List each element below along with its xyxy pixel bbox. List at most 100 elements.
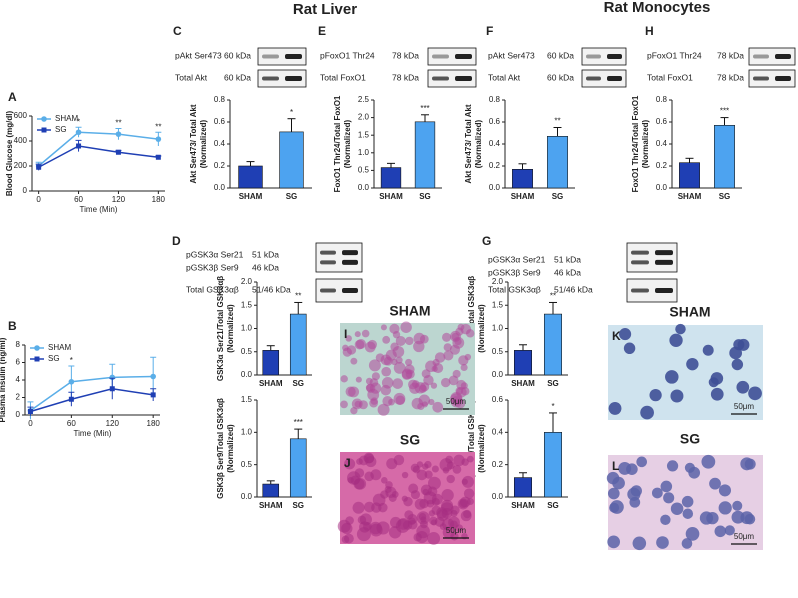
- y-tick-label: 0.0: [489, 183, 501, 192]
- significance: *: [70, 356, 73, 365]
- micrograph-letter: L: [612, 459, 619, 473]
- cell: [681, 538, 693, 549]
- cell: [748, 386, 762, 401]
- cell: [663, 492, 675, 504]
- y-tick-label: 0.0: [241, 370, 253, 379]
- cell: [413, 340, 425, 353]
- cell: [426, 499, 435, 508]
- point: [150, 392, 156, 398]
- blot-band: [775, 76, 791, 81]
- point: [68, 378, 75, 385]
- cell: [381, 366, 392, 377]
- micrograph-letter: J: [344, 456, 351, 470]
- blot-label: pGSK3α Ser21: [488, 254, 546, 264]
- cell: [431, 465, 439, 473]
- scale-label: 50μm: [446, 526, 467, 535]
- cell: [372, 493, 386, 507]
- blot-band: [455, 54, 472, 59]
- cell: [352, 501, 365, 514]
- blot-size: 60 kDa: [224, 50, 251, 60]
- legend-label: SG: [55, 125, 67, 134]
- cell: [381, 477, 388, 484]
- blot-band: [655, 288, 673, 293]
- cell: [684, 462, 695, 473]
- y-axis-label: (Normalized): [226, 304, 235, 353]
- point: [75, 129, 82, 136]
- blot-size: 78 kDa: [392, 72, 419, 82]
- cell: [412, 465, 421, 474]
- significance: **: [115, 119, 121, 128]
- point: [115, 149, 121, 155]
- blot-band: [342, 250, 358, 256]
- cell: [744, 458, 756, 470]
- cell: [675, 323, 686, 335]
- blot-band: [432, 76, 449, 81]
- y-tick-label: 200: [14, 161, 28, 170]
- x-tick-label: SG: [547, 379, 559, 388]
- y-axis-label: Akt Ser473/ Total Akt: [464, 104, 473, 183]
- cell: [450, 510, 458, 517]
- significance: *: [290, 108, 293, 117]
- y-tick-label: 0.2: [489, 161, 501, 170]
- cell: [395, 356, 403, 364]
- cell: [367, 388, 380, 401]
- cell: [383, 356, 393, 366]
- x-axis-label: Time (Min): [80, 205, 118, 214]
- cell: [419, 498, 429, 509]
- cell: [452, 465, 462, 474]
- blot-frame: [257, 47, 307, 66]
- cell: [424, 460, 432, 469]
- point: [155, 136, 162, 142]
- y-tick-label: 0.2: [214, 161, 226, 170]
- significance: **: [295, 292, 301, 301]
- x-tick-label: SG: [719, 192, 731, 201]
- cell: [395, 395, 405, 405]
- bar: [513, 477, 532, 498]
- x-tick-label: 120: [106, 419, 120, 428]
- cell: [434, 352, 446, 363]
- blot-band: [775, 54, 791, 59]
- cell: [416, 524, 430, 539]
- cell: [670, 389, 684, 403]
- legend-marker: [41, 116, 47, 122]
- blot-label: Total Akt: [488, 72, 521, 82]
- cell: [436, 507, 448, 519]
- y-tick-label: 0.0: [358, 183, 370, 192]
- cell: [442, 526, 455, 539]
- cell: [430, 382, 438, 389]
- point: [109, 386, 115, 392]
- bar: [262, 483, 280, 498]
- cell: [427, 532, 441, 545]
- cell: [441, 377, 451, 388]
- cell: [365, 456, 377, 468]
- legend-marker: [34, 356, 40, 362]
- cell: [466, 497, 474, 505]
- cell: [618, 461, 632, 475]
- cell: [380, 324, 387, 331]
- cell: [364, 341, 376, 353]
- scale-label: 50μm: [734, 402, 755, 411]
- panel-letter: E: [318, 24, 326, 38]
- cell: [410, 490, 420, 500]
- cell: [443, 343, 452, 352]
- cell: [714, 525, 727, 538]
- y-axis-label: Akt Ser473/ Total Akt: [189, 104, 198, 183]
- x-tick-label: SG: [292, 501, 304, 510]
- blot-band: [320, 250, 336, 255]
- x-tick-label: SHAM: [511, 379, 535, 388]
- blot-label: pGSK3β Ser9: [488, 267, 541, 277]
- point: [155, 154, 161, 160]
- cell: [450, 392, 463, 404]
- y-tick-label: 0.0: [492, 492, 504, 501]
- cell: [457, 323, 465, 331]
- cell: [710, 387, 724, 401]
- cell: [619, 328, 632, 341]
- y-tick-label: 0.4: [656, 139, 668, 148]
- blot-label: Total GSK3αβ: [488, 284, 541, 294]
- section-title: Rat Monocytes: [604, 0, 711, 16]
- blot-label: pAkt Ser473: [488, 50, 535, 60]
- cell: [424, 470, 433, 479]
- significance: *: [77, 117, 80, 126]
- cell: [350, 357, 358, 365]
- cell: [361, 329, 370, 338]
